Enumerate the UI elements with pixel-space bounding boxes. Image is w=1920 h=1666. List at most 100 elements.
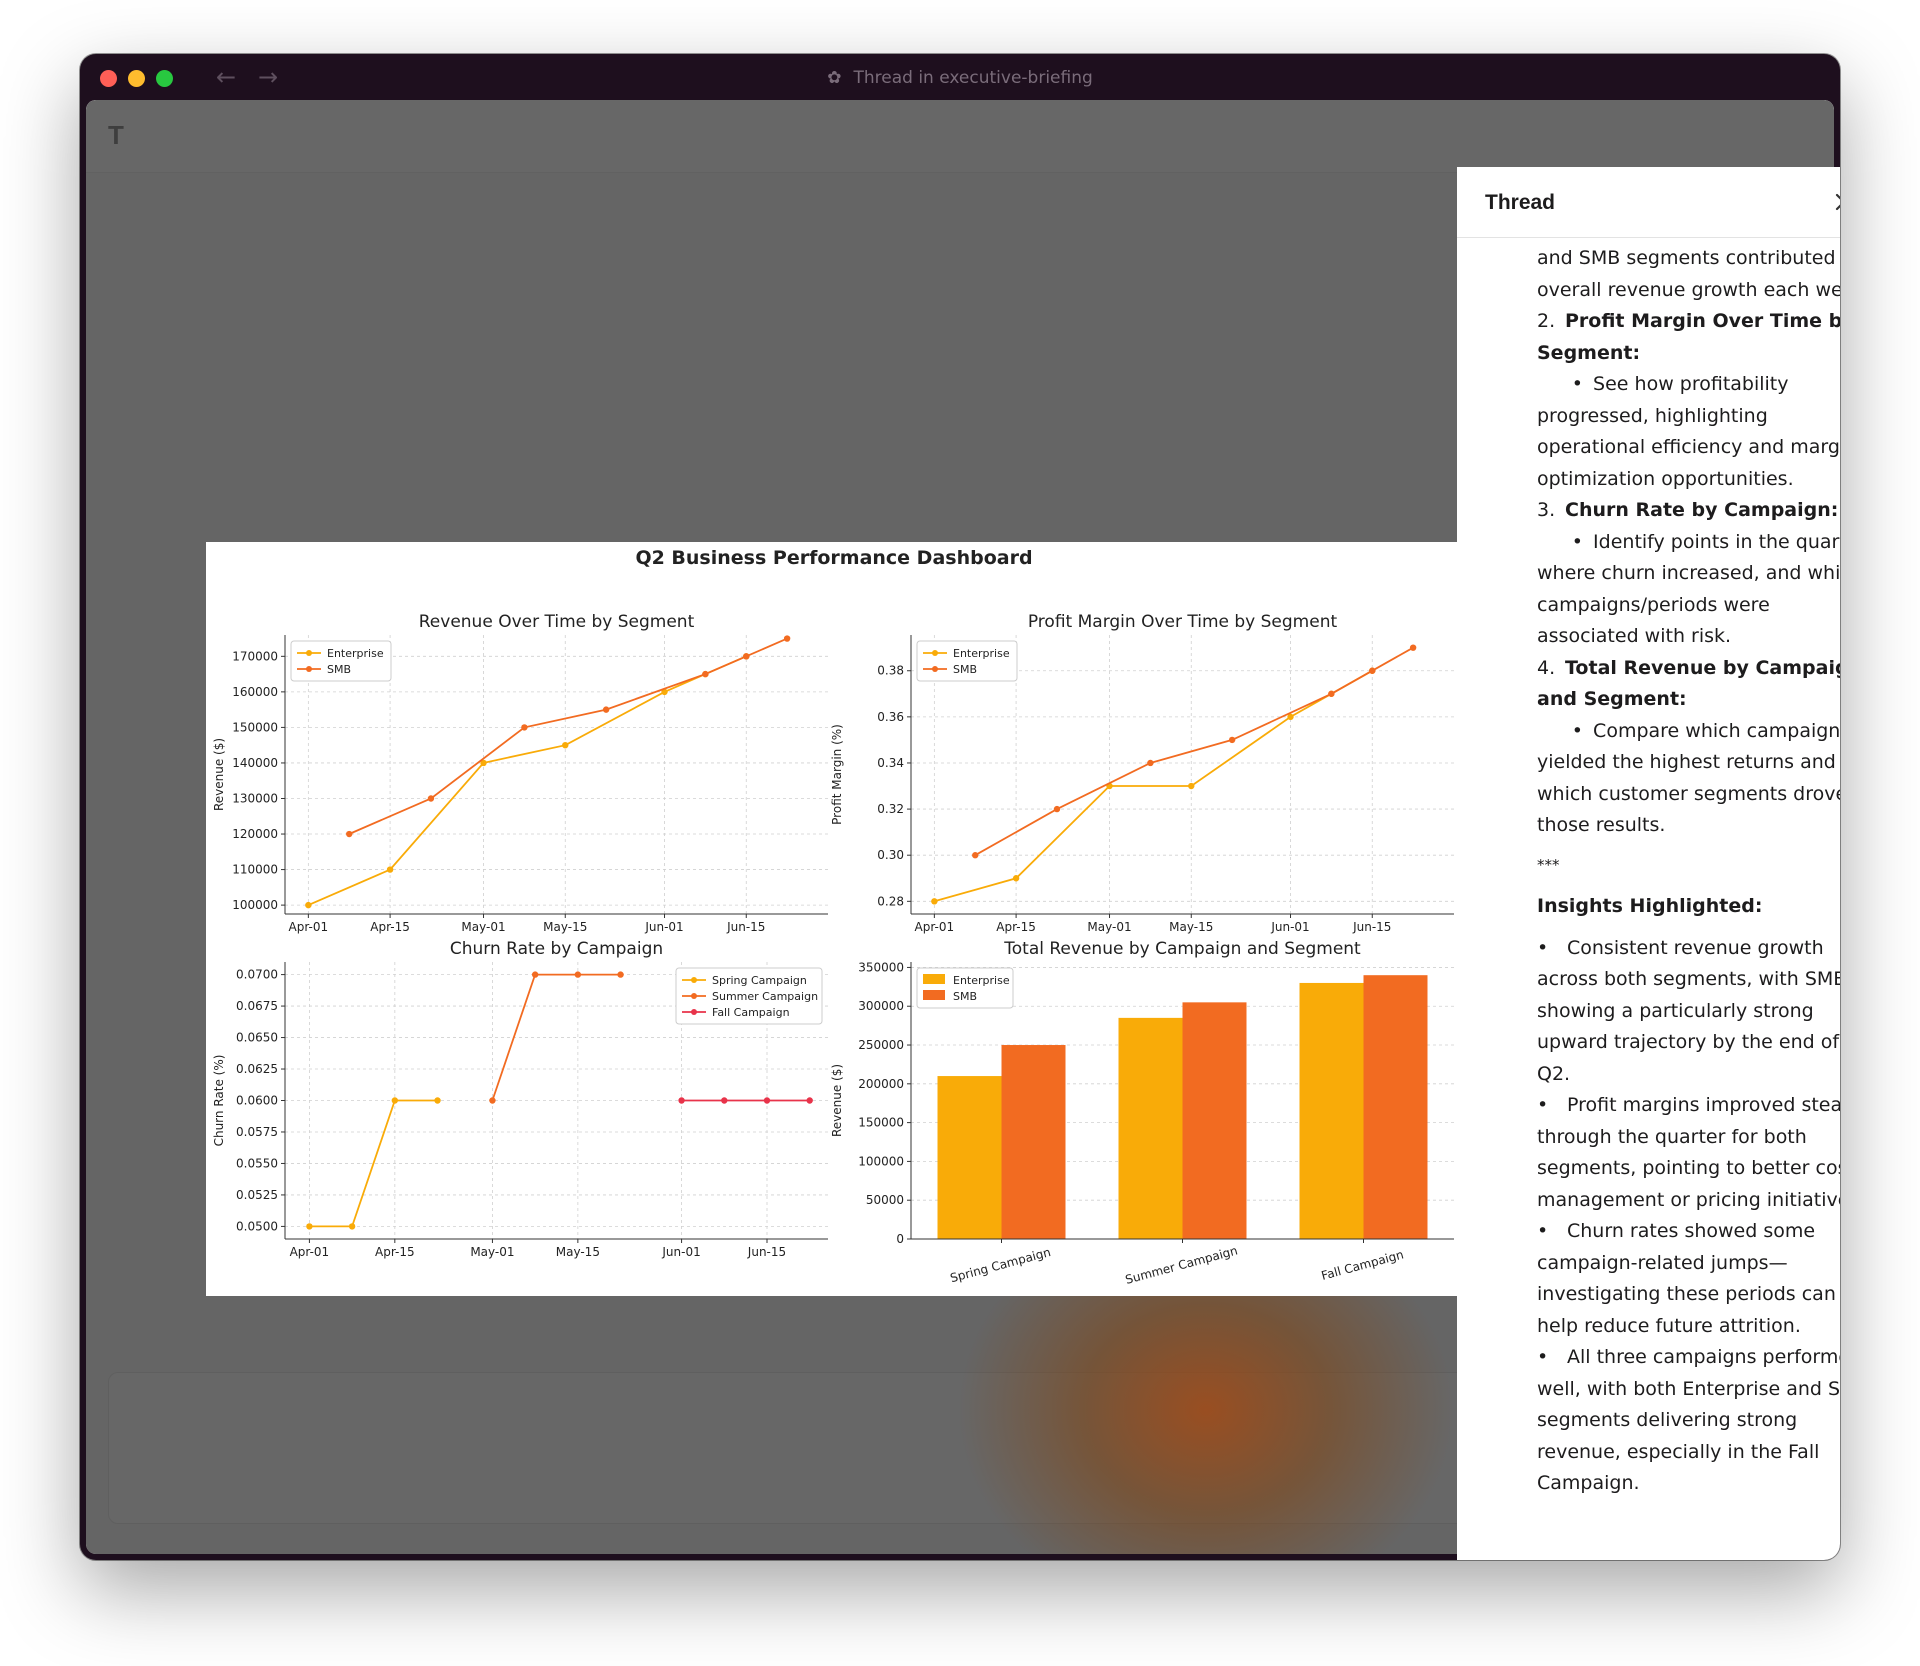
x-tick-label: Jun-01 [661, 1245, 700, 1259]
x-tick-label: Jun-15 [1352, 920, 1391, 934]
data-point [972, 852, 979, 859]
y-axis-label: Revenue ($) [830, 1064, 844, 1137]
data-point [391, 1097, 399, 1104]
legend-marker [932, 666, 938, 672]
y-tick-label: 150000 [232, 720, 278, 734]
list-number: 3. [1537, 499, 1556, 521]
zoom-window-button[interactable] [156, 70, 173, 87]
data-point [434, 1097, 441, 1104]
list-item: • See how profitability progressed, high… [1537, 369, 1840, 495]
list-item: • Identify points in the quarter where c… [1537, 527, 1840, 653]
legend-marker [691, 1009, 697, 1015]
data-point [305, 901, 312, 909]
y-tick-label: 300000 [858, 999, 904, 1013]
legend-label: Summer Campaign [712, 990, 818, 1003]
insight-item: • Churn rates showed some campaign-relate… [1537, 1216, 1840, 1342]
list-item-text: Compare which campaigns yielded the high… [1537, 719, 1840, 837]
arrow-right-icon[interactable]: → [258, 63, 279, 91]
list-item-text: See how profitability progressed, highli… [1537, 373, 1840, 490]
dashboard-title: Q2 Business Performance Dashboard [635, 547, 1032, 569]
bar [1363, 975, 1428, 1239]
arrow-left-icon[interactable]: ← [216, 63, 237, 91]
legend-label: SMB [953, 990, 977, 1003]
x-tick-label: Apr-15 [996, 920, 1036, 934]
bar [1118, 1017, 1183, 1239]
list-item: • Compare which campaigns yielded the hi… [1537, 716, 1840, 842]
y-tick-label: 0.0525 [236, 1188, 278, 1202]
y-tick-label: 200000 [858, 1077, 904, 1091]
x-tick-label: May-15 [556, 1245, 600, 1259]
title-bar: ← → ✿ Thread in executive-briefing [80, 54, 1840, 100]
data-point [1147, 759, 1154, 767]
bullet: • [1571, 530, 1583, 553]
data-point [574, 971, 582, 978]
legend-swatch [923, 990, 945, 1000]
insight-item: • All three campaigns performed well, wit… [1537, 1342, 1840, 1500]
y-tick-label: 0.32 [877, 802, 904, 816]
data-point [427, 795, 435, 802]
legend-label: Fall Campaign [712, 1006, 790, 1019]
data-point [602, 706, 610, 713]
bar [1001, 1045, 1066, 1239]
bar [937, 1076, 1002, 1239]
legend-label: Enterprise [953, 974, 1010, 987]
bullet: • [1537, 936, 1549, 959]
x-tick-label: Apr-01 [290, 1245, 330, 1259]
y-tick-label: 0.0700 [236, 968, 278, 982]
legend-label: SMB [327, 663, 351, 676]
data-point [480, 759, 487, 767]
x-tick-label: Summer Campaign [1124, 1243, 1239, 1286]
x-tick-label: Jun-15 [747, 1245, 786, 1259]
series-line [348, 637, 788, 835]
y-tick-label: 0.36 [877, 710, 904, 724]
insight-text: Profit margins improved steadily through… [1537, 1094, 1840, 1211]
x-tick-label: Spring Campaign [949, 1245, 1053, 1285]
data-point [1409, 644, 1417, 651]
data-point [531, 971, 539, 978]
data-point [617, 971, 624, 978]
data-point [1012, 875, 1020, 882]
minimize-window-button[interactable] [128, 70, 145, 87]
legend-label: Enterprise [953, 647, 1010, 660]
legend-label: Spring Campaign [712, 974, 807, 987]
x-tick-label: Jun-01 [644, 920, 683, 934]
data-point [931, 898, 938, 905]
y-tick-label: 0.34 [877, 756, 904, 770]
y-tick-label: 0.28 [877, 894, 904, 908]
data-point [678, 1097, 685, 1104]
y-tick-label: 0.0575 [236, 1125, 278, 1139]
close-window-button[interactable] [100, 70, 117, 87]
legend-marker [691, 993, 697, 999]
x-tick-label: Apr-01 [915, 920, 955, 934]
thread-title: Thread [1485, 191, 1556, 214]
y-tick-label: 100000 [232, 898, 278, 912]
y-tick-label: 100000 [858, 1154, 904, 1168]
bullet: • [1537, 1220, 1549, 1242]
chart-title: Revenue Over Time by Segment [419, 612, 695, 632]
series-line [974, 646, 1414, 856]
data-point [346, 830, 353, 838]
y-tick-label: 0.38 [877, 664, 904, 678]
x-tick-label: May-01 [461, 920, 505, 934]
series-line [309, 1099, 438, 1228]
insight-text: Consistent revenue growth across both se… [1537, 936, 1840, 1085]
data-point [521, 724, 528, 731]
y-axis-label: Profit Margin (%) [830, 724, 844, 825]
y-tick-label: 0.0650 [236, 1031, 278, 1045]
y-tick-label: 350000 [858, 960, 904, 974]
data-point [1328, 690, 1335, 697]
x-tick-label: Jun-01 [1270, 920, 1309, 934]
data-point [1053, 805, 1061, 813]
close-icon[interactable] [1829, 187, 1840, 217]
y-tick-label: 0.0500 [236, 1219, 278, 1233]
y-tick-label: 0 [896, 1232, 904, 1246]
chart-title: Profit Margin Over Time by Segment [1028, 612, 1338, 632]
insight-text: All three campaigns performed well, with… [1537, 1346, 1840, 1494]
data-point [306, 1223, 313, 1230]
list-item: 4. Total Revenue by Campaign and Segment: [1537, 653, 1840, 716]
legend-box [675, 967, 823, 1025]
data-point [386, 866, 394, 873]
data-point [702, 670, 709, 678]
x-tick-label: May-01 [1087, 920, 1131, 934]
x-tick-label: Apr-01 [289, 920, 329, 934]
